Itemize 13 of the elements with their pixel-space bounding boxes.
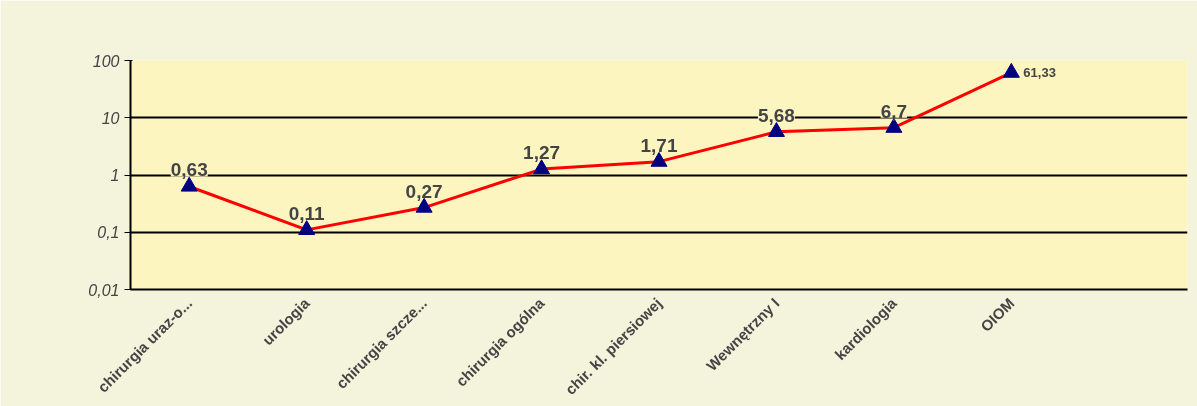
y-tick-label: 1 <box>110 167 120 184</box>
y-tick-label: 0,1 <box>97 224 120 242</box>
data-label: 0,63 <box>170 159 208 181</box>
data-label: 0,11 <box>288 202 326 224</box>
data-label: 1,27 <box>523 142 561 164</box>
y-tick-label: 100 <box>92 52 120 70</box>
data-label: 61,33 <box>1023 64 1056 80</box>
data-label: 5,68 <box>757 104 795 126</box>
y-tick-label: 10 <box>101 109 120 127</box>
data-label: 1,71 <box>640 134 678 156</box>
data-label: 6,7 <box>880 100 908 122</box>
data-label: 0,27 <box>405 180 443 202</box>
y-tick-label: 0,01 <box>88 281 120 299</box>
